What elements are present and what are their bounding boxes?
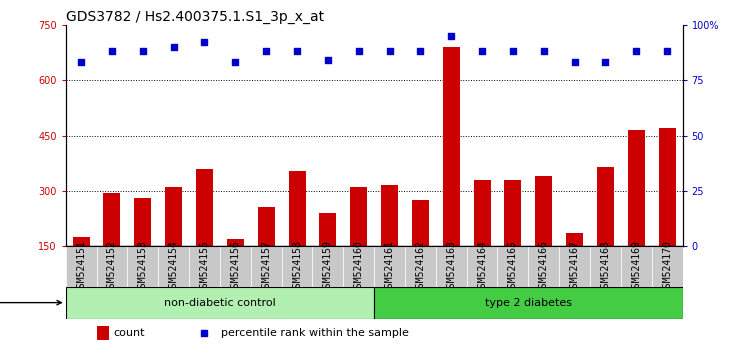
Point <box>261 48 272 54</box>
Text: percentile rank within the sample: percentile rank within the sample <box>221 328 410 338</box>
Point <box>199 330 210 336</box>
Point <box>599 59 611 65</box>
Point <box>384 48 396 54</box>
Text: GSM524162: GSM524162 <box>415 240 426 293</box>
Bar <box>73 237 90 246</box>
Text: GSM524168: GSM524168 <box>601 240 610 293</box>
Bar <box>96 326 109 340</box>
Bar <box>474 180 491 246</box>
Point <box>476 48 488 54</box>
Bar <box>320 213 337 246</box>
Text: GSM524159: GSM524159 <box>323 240 333 293</box>
Point <box>75 59 87 65</box>
Bar <box>498 246 529 286</box>
Text: count: count <box>113 328 145 338</box>
Text: GSM524155: GSM524155 <box>199 240 210 293</box>
Text: GSM524166: GSM524166 <box>539 240 549 293</box>
Point <box>631 48 642 54</box>
Text: GSM524161: GSM524161 <box>385 240 394 293</box>
Point <box>322 57 334 63</box>
Text: GDS3782 / Hs2.400375.1.S1_3p_x_at: GDS3782 / Hs2.400375.1.S1_3p_x_at <box>66 10 324 24</box>
Bar <box>405 246 436 286</box>
Bar <box>96 246 128 286</box>
Point <box>507 48 519 54</box>
Bar <box>535 176 552 246</box>
Point <box>291 48 303 54</box>
Bar <box>134 198 151 246</box>
Bar <box>412 200 429 246</box>
Bar <box>189 246 220 286</box>
Text: GSM524157: GSM524157 <box>261 240 271 293</box>
Text: GSM524160: GSM524160 <box>354 240 364 293</box>
Bar <box>220 246 251 286</box>
Bar <box>597 167 614 246</box>
Bar <box>590 246 620 286</box>
Bar <box>104 193 120 246</box>
Point <box>229 59 241 65</box>
Point <box>199 40 210 45</box>
Text: GSM524154: GSM524154 <box>169 240 179 293</box>
Bar <box>196 169 213 246</box>
Point <box>445 33 457 39</box>
Bar <box>529 246 559 286</box>
Bar <box>566 233 583 246</box>
Point <box>415 48 426 54</box>
Text: non-diabetic control: non-diabetic control <box>164 298 276 308</box>
Bar <box>227 239 244 246</box>
Point <box>569 59 580 65</box>
Point <box>661 48 673 54</box>
Bar <box>350 187 367 246</box>
Text: GSM524153: GSM524153 <box>138 240 147 293</box>
Bar <box>258 207 274 246</box>
Bar <box>288 171 305 246</box>
Text: GSM524158: GSM524158 <box>292 240 302 293</box>
Point <box>168 44 180 50</box>
Bar <box>466 246 498 286</box>
Bar <box>652 246 683 286</box>
Text: GSM524151: GSM524151 <box>76 240 86 293</box>
Bar <box>374 286 683 319</box>
Text: GSM524169: GSM524169 <box>631 240 641 293</box>
Text: GSM524170: GSM524170 <box>662 240 672 293</box>
Bar <box>628 130 645 246</box>
Bar <box>620 246 652 286</box>
Text: GSM524164: GSM524164 <box>477 240 487 293</box>
Bar <box>165 187 182 246</box>
Bar <box>251 246 282 286</box>
Point <box>106 48 118 54</box>
Text: GSM524165: GSM524165 <box>508 240 518 293</box>
Bar <box>158 246 189 286</box>
Bar <box>343 246 374 286</box>
Bar <box>282 246 312 286</box>
Point <box>538 48 550 54</box>
Bar <box>504 180 521 246</box>
Bar <box>559 246 590 286</box>
Text: type 2 diabetes: type 2 diabetes <box>485 298 572 308</box>
Bar <box>66 246 96 286</box>
Bar <box>658 128 675 246</box>
Bar <box>128 246 158 286</box>
Bar <box>312 246 343 286</box>
Bar <box>436 246 466 286</box>
Bar <box>443 47 460 246</box>
Bar <box>66 286 374 319</box>
Point <box>137 48 149 54</box>
Text: GSM524156: GSM524156 <box>231 240 240 293</box>
Bar <box>374 246 405 286</box>
Text: GSM524167: GSM524167 <box>569 240 580 293</box>
Text: GSM524152: GSM524152 <box>107 240 117 293</box>
Bar <box>381 185 398 246</box>
Text: GSM524163: GSM524163 <box>446 240 456 293</box>
Point <box>353 48 364 54</box>
Text: disease state: disease state <box>0 298 61 308</box>
